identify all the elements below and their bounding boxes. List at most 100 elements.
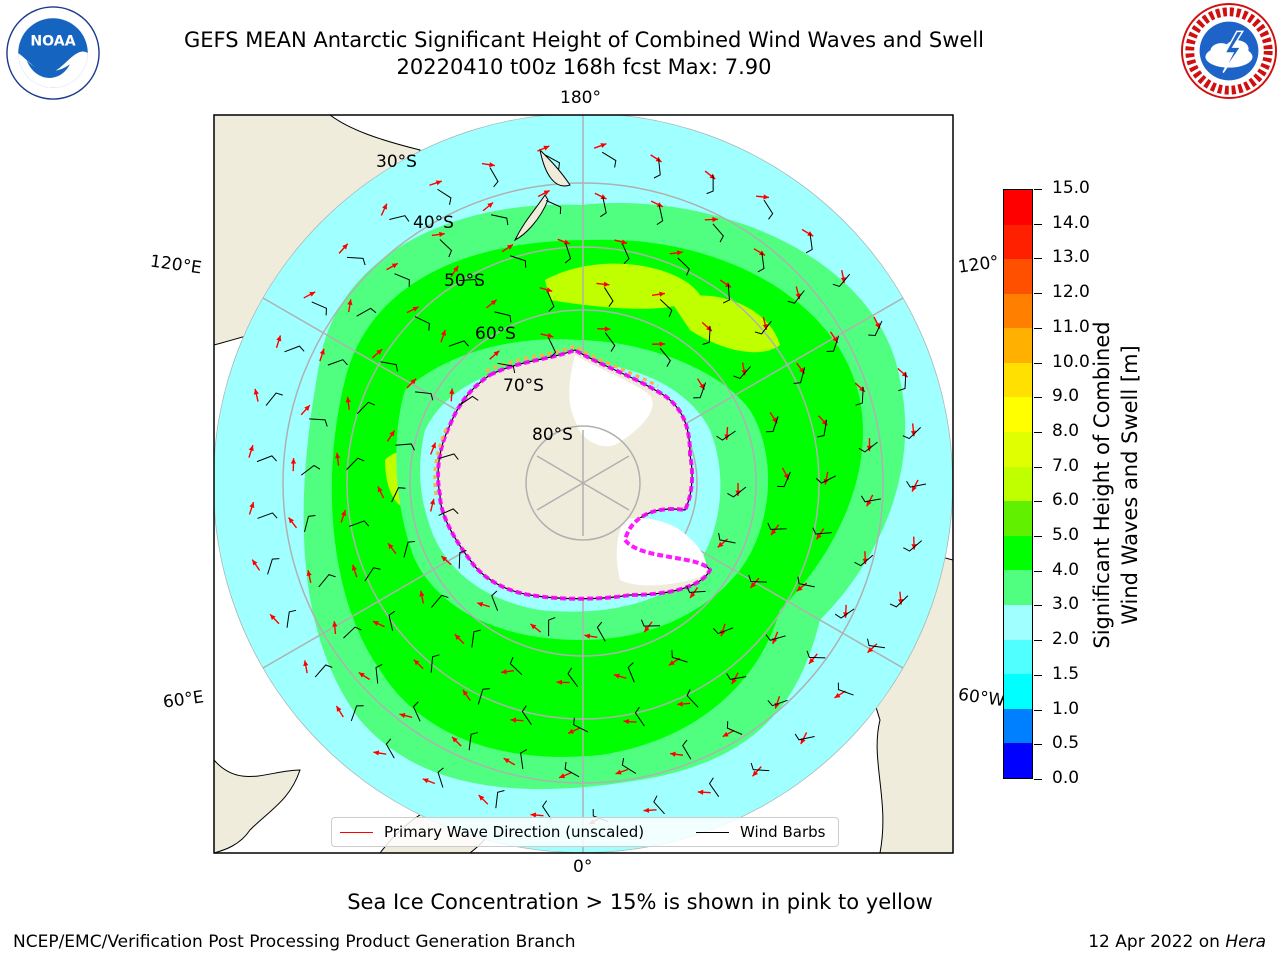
colorbar-tick-label: 6.0 (1052, 490, 1080, 511)
wind-barb (727, 486, 747, 498)
wave-arrow-head (556, 679, 563, 685)
wind-barb (564, 762, 580, 778)
wave-arrow-head (490, 299, 497, 306)
wind-barb (817, 419, 828, 438)
wind-barb (521, 705, 532, 725)
wave-arrow-head (351, 564, 357, 571)
wind-barb (906, 480, 927, 488)
wind-barb (375, 663, 383, 684)
colorbar-segment (1004, 224, 1032, 260)
colorbar-segment (1004, 293, 1032, 329)
wind-barb (391, 487, 406, 503)
footer-date-text: 12 Apr 2022 on (1088, 932, 1226, 952)
wind-barb (671, 650, 688, 663)
wind-barb (448, 340, 470, 347)
wind-barb (722, 284, 730, 304)
colorbar-tick-label: 2.0 (1052, 629, 1080, 650)
chart-title: GEFS MEAN Antarctic Significant Height o… (183, 28, 985, 52)
wind-barb (314, 664, 333, 678)
wind-barb (748, 574, 767, 583)
wave-arrow-head (452, 736, 458, 743)
colorbar-segment (1004, 466, 1032, 502)
wind-barb (754, 320, 772, 335)
wind-barb (686, 585, 706, 593)
colorbar-segment (1004, 189, 1032, 225)
wave-arrow-head (306, 570, 312, 577)
chart-subtitle: 20220410 t00z 168h fcst Max: 7.90 (396, 55, 772, 79)
wind-barb (712, 627, 734, 635)
wind-barb (300, 464, 321, 476)
wind-barb (494, 311, 512, 323)
colorbar-tick (1034, 293, 1042, 295)
colorbar-tick (1034, 258, 1042, 260)
wind-barb (346, 457, 365, 470)
wind-barb (414, 316, 430, 331)
wind-barb (621, 758, 637, 774)
wave-arrow-head (712, 216, 718, 223)
wind-barb (726, 721, 743, 735)
wind-barb (627, 662, 635, 683)
wind-barb (601, 151, 617, 168)
wind-barb (573, 717, 589, 733)
wind-barb (356, 307, 377, 317)
wave-arrow-head (563, 239, 570, 245)
wave-arrow-head (441, 329, 446, 336)
wave-arrow-head (603, 281, 610, 287)
wave-arrow-head (288, 517, 294, 524)
wind-barb (726, 673, 747, 680)
colorbar-tick (1034, 605, 1042, 607)
wind-barb (412, 701, 421, 722)
wind-barb (682, 739, 692, 760)
legend-wind-barbs-label: Wind Barbs (740, 823, 826, 841)
wind-barb (403, 540, 416, 558)
wave-arrow-head (478, 794, 485, 801)
wind-barb (318, 574, 336, 588)
footer-credit: NCEP/EMC/Verification Post Processing Pr… (13, 932, 576, 952)
wind-barb (750, 762, 770, 772)
wind-barb (733, 366, 751, 379)
wind-barb (812, 527, 832, 535)
wave-arrow-head (304, 405, 310, 411)
colorbar-tick (1034, 189, 1042, 190)
legend-wind-barbs-swatch (696, 832, 729, 833)
wind-barb (903, 540, 923, 552)
wind-barb (765, 634, 786, 641)
wave-arrow-head (454, 634, 461, 640)
wind-barb (438, 508, 459, 516)
lat-label-50s: 50°S (444, 271, 485, 291)
wave-arrow-head (559, 773, 566, 779)
wind-barb (545, 200, 562, 215)
wave-arrow-head (373, 750, 380, 756)
wave-arrow-head (372, 621, 379, 626)
wind-barb (490, 214, 509, 226)
wind-barb (855, 387, 864, 406)
wave-arrow-head (840, 277, 846, 283)
wind-barb (708, 777, 720, 797)
wave-arrow-head (332, 621, 338, 627)
wind-barb (256, 455, 277, 463)
wind-barb (286, 609, 297, 628)
sea-ice-note: Sea Ice Concentration > 15% is shown in … (347, 890, 933, 914)
wave-arrow-head (510, 717, 517, 723)
noaa-logo-text: NOAA (30, 33, 75, 49)
colorbar-segment (1004, 708, 1032, 744)
wave-arrow-head (487, 202, 494, 208)
wind-barb (793, 367, 806, 384)
wind-barb (634, 706, 645, 727)
wave-arrow-head (722, 731, 729, 737)
wave-arrow-head (252, 559, 258, 566)
wind-barb (712, 223, 724, 243)
wave-arrow-head (501, 669, 507, 675)
colorbar-tick-label: 10.0 (1052, 351, 1090, 372)
colorbar-title: Significant Height of Combined Wind Wave… (1088, 275, 1144, 695)
colorbar-tick (1034, 536, 1042, 538)
colorbar-segment (1004, 432, 1032, 467)
wave-arrow-head (808, 657, 815, 664)
wave-arrow-head (382, 203, 387, 210)
wind-barb (860, 495, 881, 503)
wave-arrow-head (643, 807, 650, 813)
colorbar-tick-label: 0.0 (1052, 768, 1080, 788)
wind-barb (439, 239, 453, 258)
wave-arrow-head (752, 770, 759, 777)
colorbar-tick-label: 8.0 (1052, 420, 1080, 441)
